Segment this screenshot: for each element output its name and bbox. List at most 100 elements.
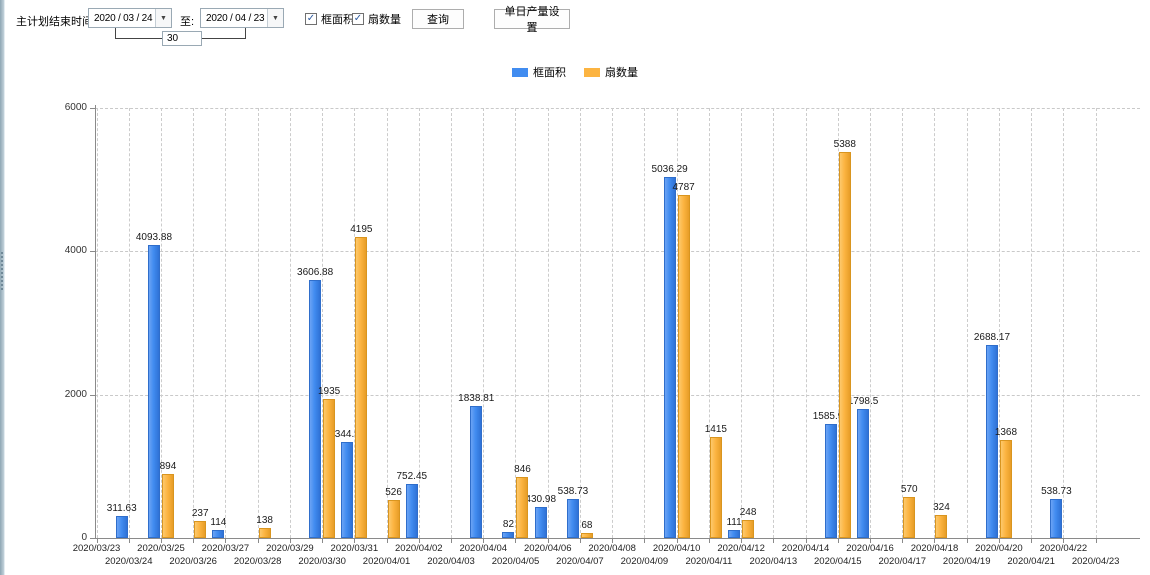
bracket-line-left-horizontal <box>115 38 162 39</box>
bar-value-label: 5036.29 <box>651 164 688 176</box>
vertical-gridline <box>96 108 98 538</box>
vertical-gridline <box>193 108 195 538</box>
x-axis-tick <box>837 538 839 543</box>
bar-frame-area <box>857 409 870 538</box>
date-from-value[interactable]: 2020 / 03 / 24 <box>94 12 153 24</box>
x-axis-date-label: 2020/03/26 <box>169 556 217 567</box>
bar-frame-area <box>728 530 741 538</box>
bar-fan-count <box>677 194 690 538</box>
vertical-gridline <box>322 108 324 538</box>
date-to-dropdown-button[interactable]: ▼ <box>267 9 283 27</box>
x-axis-date-label: 2020/04/02 <box>395 543 443 554</box>
vertical-gridline <box>1031 108 1033 538</box>
date-from-picker[interactable]: 2020 / 03 / 24 ▼ <box>88 8 172 28</box>
x-axis-tick <box>418 538 420 543</box>
x-axis-tick <box>547 538 549 543</box>
bar-value-label: 4093.88 <box>135 231 173 243</box>
x-axis-date-label: 2020/04/18 <box>910 543 959 554</box>
chevron-down-icon: ▼ <box>272 14 279 22</box>
bar-value-label: 4787 <box>672 181 695 193</box>
vertical-gridline <box>870 108 872 538</box>
left-panel-splitter[interactable] <box>0 0 5 575</box>
x-axis-tick <box>708 538 710 543</box>
x-axis-date-label: 2020/04/21 <box>1007 556 1055 567</box>
y-axis-tick-label: 4000 <box>64 245 87 257</box>
bar-frame-area <box>534 507 547 538</box>
vertical-gridline <box>225 108 227 538</box>
checkbox-checked-icon: ✓ <box>352 13 364 25</box>
chart-legend: 框面积 扇数量 <box>0 64 1150 80</box>
bar-fan-count <box>258 528 271 538</box>
legend-item-frame-area: 框面积 <box>512 64 566 80</box>
vertical-gridline <box>773 108 775 538</box>
x-axis-tick <box>998 538 1000 543</box>
bar-value-label: 138 <box>256 515 273 527</box>
bar-fan-count <box>516 477 529 538</box>
y-axis-tick <box>90 251 95 253</box>
bar-value-label: 1344.95 <box>329 428 366 440</box>
bar-fan-count <box>838 151 851 538</box>
horizontal-gridline <box>95 251 1140 253</box>
daily-output-settings-button[interactable]: 单日产量设置 <box>494 6 570 34</box>
vertical-gridline <box>934 108 936 538</box>
bar-value-label: 538.73 <box>1041 486 1072 498</box>
x-axis-tick <box>644 538 646 543</box>
x-axis-tick <box>741 538 743 543</box>
x-axis-date-label: 2020/04/20 <box>975 543 1023 554</box>
x-axis-tick <box>966 538 968 543</box>
x-axis-tick <box>193 538 195 543</box>
frame-area-legend-label: 框面积 <box>533 67 566 79</box>
interval-days-input[interactable]: 30 <box>162 31 202 46</box>
vertical-gridline <box>386 108 388 538</box>
query-button[interactable]: 查询 <box>412 9 464 29</box>
date-to-value[interactable]: 2020 / 04 / 23 <box>206 12 265 24</box>
bar-value-label: 894 <box>159 460 177 472</box>
x-axis-tick <box>160 538 162 543</box>
bar-value-label: 538.73 <box>557 486 589 498</box>
frame-area-checkbox[interactable]: ✓ 框面积 <box>305 11 354 27</box>
bar-value-label: 2688.17 <box>973 332 1011 344</box>
vertical-gridline <box>805 108 807 538</box>
vertical-gridline <box>418 108 420 538</box>
bar-value-label: 1368 <box>994 426 1018 438</box>
x-axis-tick <box>870 538 872 543</box>
vertical-gridline <box>1095 108 1097 538</box>
horizontal-gridline <box>95 108 1140 109</box>
bar-frame-area <box>824 424 837 538</box>
x-axis-date-label: 2020/04/17 <box>878 556 927 567</box>
bracket-line-left-vertical <box>115 28 116 39</box>
x-axis-date-label: 2020/04/07 <box>556 556 604 567</box>
date-to-picker[interactable]: 2020 / 04 / 23 ▼ <box>200 8 284 28</box>
bar-value-label: 237 <box>191 508 209 519</box>
x-axis-date-label: 2020/03/24 <box>104 556 153 567</box>
chevron-down-icon: ▼ <box>160 14 167 22</box>
bar-value-label: 111 <box>726 517 742 529</box>
fan-count-legend-swatch <box>584 67 600 77</box>
date-from-dropdown-button[interactable]: ▼ <box>155 9 171 27</box>
x-axis-tick <box>902 538 904 543</box>
fan-count-checkbox[interactable]: ✓ 扇数量 <box>352 11 401 27</box>
x-axis-tick <box>1095 538 1097 543</box>
x-axis-date-label: 2020/04/01 <box>362 556 411 567</box>
bar-value-label: 1585.96 <box>812 411 849 423</box>
to-label: 至: <box>180 16 195 28</box>
bar-value-label: 82 <box>502 519 515 531</box>
x-axis-tick <box>96 538 98 543</box>
x-axis-date-label: 2020/04/19 <box>942 556 991 567</box>
vertical-gridline <box>612 108 614 538</box>
vertical-gridline <box>579 108 581 538</box>
x-axis-date-label: 2020/04/06 <box>523 543 572 554</box>
bar-fan-count <box>903 497 916 538</box>
y-axis-tick <box>90 108 95 109</box>
y-axis-tick-label: 2000 <box>64 388 87 400</box>
x-axis-date-label: 2020/04/16 <box>846 543 894 554</box>
x-axis-tick <box>612 538 614 543</box>
bar-fan-count <box>935 514 948 538</box>
x-axis-date-label: 2020/04/10 <box>652 543 701 554</box>
x-axis-tick <box>354 538 356 543</box>
bar-frame-area <box>405 484 418 538</box>
x-axis-date-label: 2020/03/31 <box>330 543 379 554</box>
bar-value-label: 311.63 <box>106 502 137 514</box>
x-axis-date-label: 2020/03/27 <box>201 543 250 554</box>
